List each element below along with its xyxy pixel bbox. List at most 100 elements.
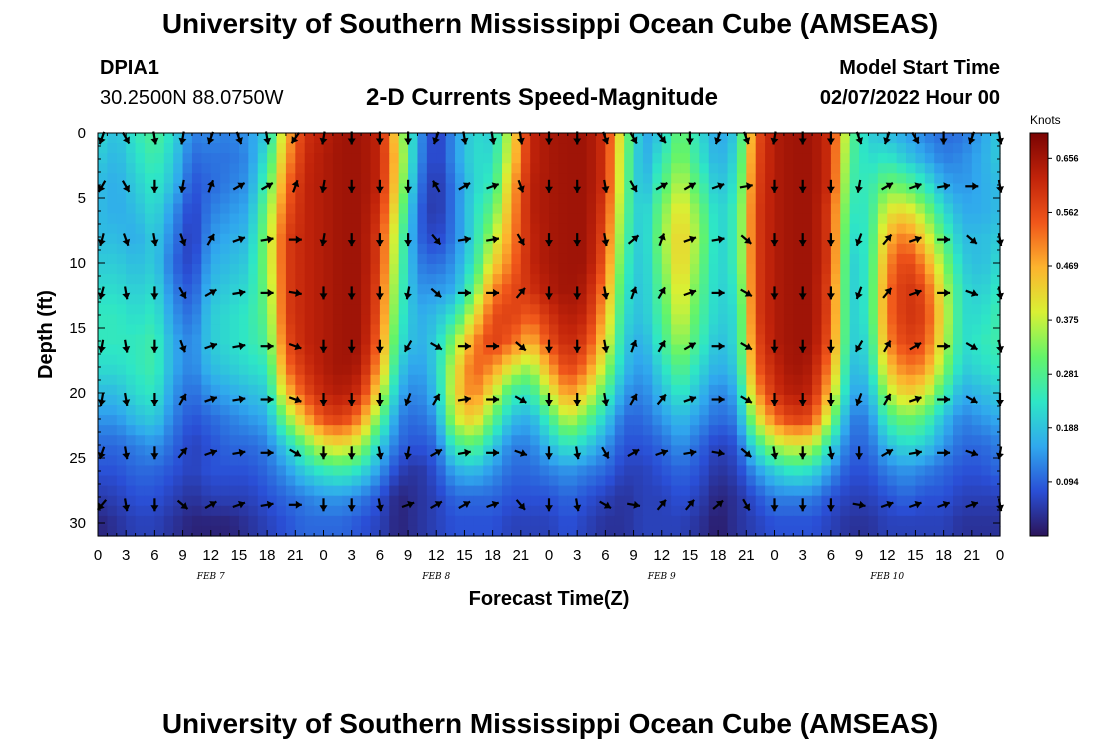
current-vector-arrow	[711, 182, 725, 190]
heatmap-cell	[605, 425, 616, 436]
heatmap-cell	[201, 495, 212, 507]
heatmap-cell	[285, 394, 296, 406]
heatmap-cell	[144, 314, 155, 326]
heatmap-cell	[812, 324, 823, 336]
heatmap-cell	[473, 324, 484, 336]
heatmap-cell	[361, 253, 372, 265]
heatmap-cell	[642, 515, 653, 527]
heatmap-cell	[708, 243, 719, 255]
heatmap-cell	[633, 344, 644, 356]
heatmap-cell	[342, 213, 353, 225]
heatmap-cell	[210, 163, 221, 174]
heatmap-cell	[530, 515, 541, 527]
heatmap-cell	[398, 213, 409, 225]
heatmap-cell	[511, 515, 522, 527]
heatmap-cell	[502, 274, 513, 285]
heatmap-cell	[887, 374, 898, 386]
heatmap-cell	[614, 405, 625, 416]
heatmap-cell	[116, 253, 127, 265]
heatmap-cell	[323, 173, 334, 184]
heatmap-cell	[924, 133, 935, 144]
heatmap-cell	[502, 505, 513, 517]
heatmap-cell	[135, 495, 146, 507]
current-vector-arrow	[627, 500, 641, 509]
heatmap-cell	[473, 384, 484, 396]
heatmap-cell	[257, 233, 268, 245]
heatmap-cell	[877, 294, 888, 305]
heatmap-cell	[736, 505, 747, 517]
heatmap-cell	[98, 374, 108, 386]
heatmap-cell	[934, 223, 945, 235]
heatmap-cell	[408, 425, 419, 436]
heatmap-cell	[248, 354, 259, 366]
heatmap-cell	[267, 435, 278, 446]
heatmap-cell	[849, 465, 860, 477]
heatmap-cell	[661, 263, 672, 275]
heatmap-cell	[220, 143, 231, 154]
heatmap-cell	[605, 304, 616, 315]
heatmap-cell	[182, 344, 193, 356]
heatmap-cell	[276, 163, 287, 174]
current-vector-arrow	[545, 498, 553, 512]
heatmap-cell	[671, 515, 682, 527]
heatmap-cell	[680, 274, 691, 285]
heatmap-cell	[953, 213, 964, 225]
heatmap-cell	[830, 455, 841, 467]
heatmap-cell	[295, 133, 306, 144]
heatmap-cell	[267, 263, 278, 275]
heatmap-cell	[586, 274, 597, 285]
heatmap-cell	[455, 193, 466, 205]
current-vector-arrow	[601, 339, 610, 353]
heatmap-cell	[624, 274, 635, 285]
heatmap-cell	[426, 143, 437, 154]
heatmap-cell	[774, 425, 785, 436]
heatmap-cell	[135, 143, 146, 154]
heatmap-cell	[774, 405, 785, 416]
heatmap-cell	[126, 505, 137, 517]
heatmap-cell	[943, 223, 954, 235]
heatmap-cell	[361, 223, 372, 235]
heatmap-cell	[699, 203, 710, 215]
heatmap-cell	[332, 324, 343, 336]
heatmap-cell	[398, 183, 409, 195]
heatmap-cell	[718, 143, 729, 154]
current-vector-arrow	[98, 286, 106, 300]
current-vector-arrow	[204, 500, 217, 510]
heatmap-cell	[530, 435, 541, 446]
heatmap-cell	[971, 394, 982, 406]
heatmap-cell	[896, 284, 907, 295]
heatmap-cell	[342, 465, 353, 477]
heatmap-cell	[295, 455, 306, 467]
heatmap-cell	[511, 344, 522, 356]
heatmap-cell	[971, 173, 982, 184]
heatmap-cell	[906, 475, 917, 487]
heatmap-cell	[689, 173, 700, 184]
heatmap-cell	[201, 485, 212, 497]
heatmap-cell	[332, 173, 343, 184]
heatmap-cell	[116, 515, 127, 527]
heatmap-cell	[943, 153, 954, 164]
heatmap-cell	[887, 133, 898, 144]
heatmap-cell	[793, 495, 804, 507]
heatmap-cell	[361, 364, 372, 376]
heatmap-cell	[370, 294, 381, 305]
heatmap-cell	[962, 334, 973, 346]
heatmap-cell	[511, 223, 522, 235]
heatmap-cell	[953, 294, 964, 305]
heatmap-cell	[924, 455, 935, 467]
x-tick-label: 18	[484, 547, 501, 564]
heatmap-cell	[502, 153, 513, 164]
heatmap-cell	[699, 284, 710, 295]
heatmap-cell	[238, 505, 249, 517]
heatmap-cell	[464, 525, 475, 537]
heatmap-cell	[821, 294, 832, 305]
heatmap-cell	[934, 344, 945, 356]
heatmap-cell	[248, 213, 259, 225]
heatmap-cell	[924, 213, 935, 225]
heatmap-cell	[210, 294, 221, 305]
heatmap-cell	[511, 435, 522, 446]
heatmap-cell	[182, 364, 193, 376]
heatmap-cell	[285, 284, 296, 295]
heatmap-cell	[859, 143, 870, 154]
heatmap-cell	[417, 294, 428, 305]
